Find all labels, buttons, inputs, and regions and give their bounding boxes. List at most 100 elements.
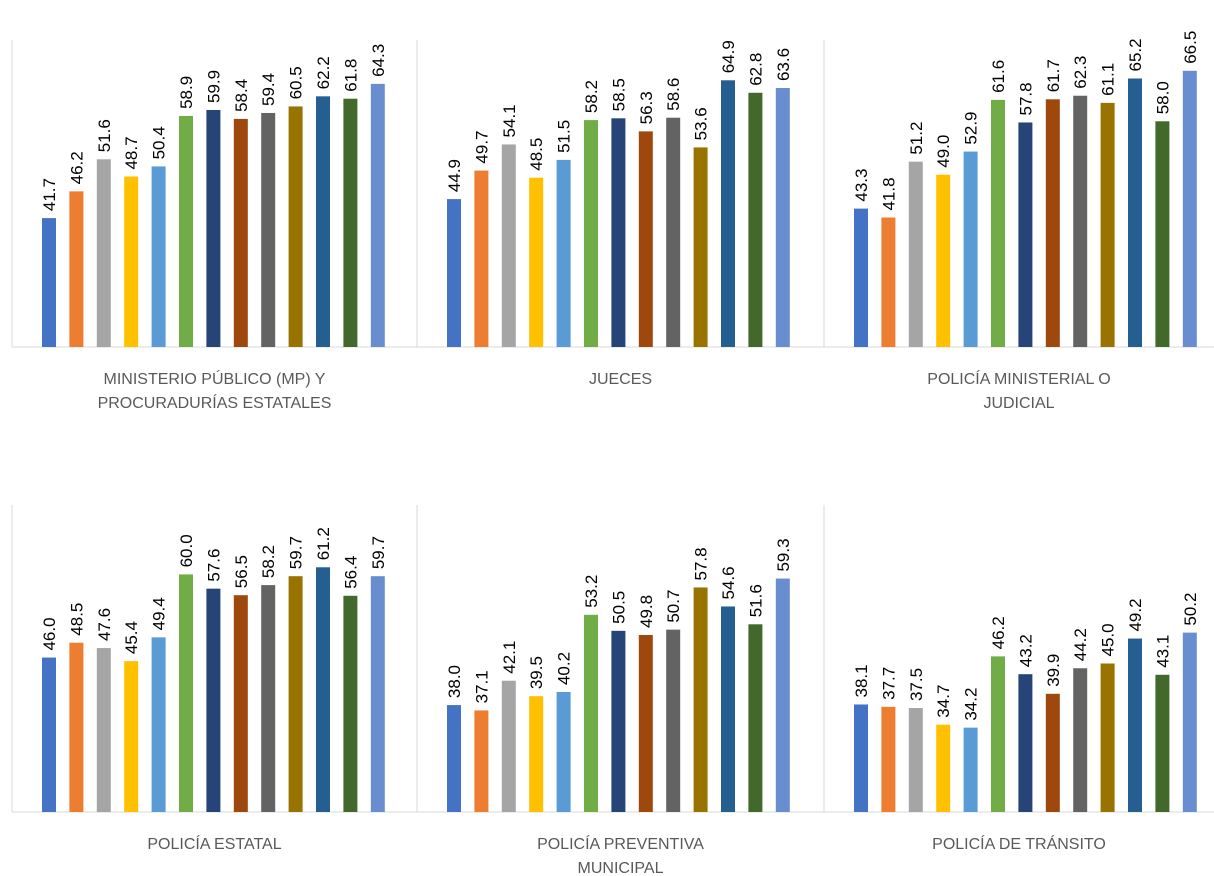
- bar-4-11: [748, 624, 763, 812]
- category-label-1-0: JUECES: [589, 371, 652, 388]
- bar-4-9: [693, 587, 708, 812]
- data-label-0-2: 51.6: [95, 119, 114, 152]
- bar-3-11: [343, 595, 358, 812]
- bar-1-8: [666, 117, 681, 347]
- data-label-3-11: 56.4: [341, 556, 360, 589]
- data-label-0-7: 58.4: [232, 79, 251, 112]
- data-label-2-5: 61.6: [989, 60, 1008, 93]
- bar-4-7: [638, 634, 653, 812]
- data-label-3-7: 56.5: [232, 555, 251, 588]
- bar-4-1: [474, 710, 489, 812]
- data-label-2-12: 66.5: [1181, 31, 1200, 64]
- data-label-5-5: 46.2: [989, 616, 1008, 649]
- data-label-2-0: 43.3: [852, 169, 871, 202]
- bar-1-0: [447, 199, 461, 347]
- bar-4-5: [584, 614, 598, 812]
- category-label-5-0: POLICÍA DE TRÁNSITO: [932, 834, 1106, 853]
- data-label-1-9: 53.6: [692, 107, 711, 140]
- bar-1-3: [529, 177, 544, 347]
- data-label-2-2: 51.2: [907, 122, 926, 155]
- bar-3-1: [69, 642, 84, 812]
- bar-2-8: [1073, 95, 1088, 347]
- data-label-2-9: 61.1: [1099, 63, 1118, 96]
- data-label-2-8: 62.3: [1071, 56, 1090, 89]
- data-label-1-11: 62.8: [746, 53, 765, 86]
- data-label-1-3: 48.5: [527, 138, 546, 171]
- category-label-2-1: JUDICIAL: [983, 395, 1054, 412]
- bar-0-3: [124, 176, 139, 347]
- bar-3-5: [179, 574, 193, 812]
- data-label-3-6: 57.6: [204, 549, 223, 582]
- data-label-4-8: 50.7: [664, 590, 683, 623]
- data-label-2-11: 58.0: [1153, 81, 1172, 114]
- data-label-1-1: 49.7: [472, 130, 491, 163]
- data-label-2-4: 52.9: [962, 111, 981, 144]
- data-label-5-4: 34.2: [962, 688, 981, 721]
- bar-0-7: [233, 118, 248, 348]
- data-label-4-11: 51.6: [746, 584, 765, 617]
- bar-1-12: [775, 88, 790, 348]
- data-label-5-0: 38.1: [852, 664, 871, 697]
- data-label-3-9: 59.7: [287, 536, 306, 569]
- data-label-0-10: 62.2: [314, 56, 333, 89]
- bar-3-9: [288, 576, 303, 812]
- data-label-1-7: 56.3: [637, 91, 656, 124]
- bar-0-5: [179, 115, 193, 348]
- data-label-0-11: 61.8: [341, 59, 360, 92]
- bar-0-8: [261, 112, 276, 348]
- bar-5-1: [881, 706, 896, 812]
- data-label-4-7: 49.8: [637, 595, 656, 628]
- bar-1-9: [693, 147, 708, 347]
- bar-2-0: [854, 208, 868, 347]
- bar-1-7: [638, 131, 653, 347]
- data-label-4-3: 39.5: [527, 656, 546, 689]
- data-label-4-12: 59.3: [774, 538, 793, 571]
- data-label-5-8: 44.2: [1071, 628, 1090, 661]
- category-label-2-0: POLICÍA MINISTERIAL O: [927, 369, 1110, 388]
- data-label-5-12: 50.2: [1181, 593, 1200, 626]
- data-label-2-6: 57.8: [1016, 82, 1035, 115]
- data-label-2-10: 65.2: [1126, 38, 1145, 71]
- bar-4-0: [447, 705, 461, 812]
- data-label-0-3: 48.7: [122, 136, 141, 169]
- bar-2-2: [908, 161, 923, 347]
- data-label-3-1: 48.5: [67, 603, 86, 636]
- data-label-1-2: 54.1: [500, 104, 519, 137]
- bar-3-8: [261, 585, 276, 812]
- bar-1-11: [748, 92, 763, 347]
- bar-5-6: [1018, 674, 1033, 812]
- data-label-1-0: 44.9: [445, 159, 464, 192]
- bar-0-4: [151, 166, 166, 347]
- category-label-0-0: MINISTERIO PÚBLICO (MP) Y: [104, 369, 326, 388]
- data-label-1-8: 58.6: [664, 78, 683, 111]
- bar-0-12: [370, 83, 385, 347]
- bar-1-10: [721, 80, 735, 347]
- bar-5-3: [936, 724, 951, 812]
- data-label-0-12: 64.3: [369, 44, 388, 77]
- data-label-4-5: 53.2: [582, 575, 601, 608]
- bar-2-9: [1100, 102, 1115, 347]
- bar-4-2: [501, 680, 516, 812]
- data-label-1-5: 58.2: [582, 80, 601, 113]
- bar-4-12: [775, 578, 790, 812]
- data-label-3-2: 47.6: [95, 608, 114, 641]
- bar-3-0: [42, 657, 56, 812]
- bar-5-0: [854, 704, 868, 812]
- bar-0-6: [206, 109, 221, 347]
- data-label-0-8: 59.4: [259, 73, 278, 106]
- bar-5-11: [1155, 674, 1170, 812]
- bar-5-2: [908, 708, 923, 812]
- data-label-3-3: 45.4: [122, 621, 141, 654]
- data-label-4-9: 57.8: [692, 547, 711, 580]
- data-label-0-1: 46.2: [67, 151, 86, 184]
- bar-1-2: [501, 144, 516, 347]
- bar-2-10: [1128, 78, 1142, 348]
- bar-3-4: [151, 637, 166, 812]
- data-label-3-0: 46.0: [40, 617, 59, 650]
- bar-3-12: [370, 576, 385, 812]
- data-label-1-4: 51.5: [555, 120, 574, 153]
- bar-3-2: [96, 648, 111, 812]
- data-label-4-6: 50.5: [609, 591, 628, 624]
- bar-5-7: [1045, 693, 1060, 812]
